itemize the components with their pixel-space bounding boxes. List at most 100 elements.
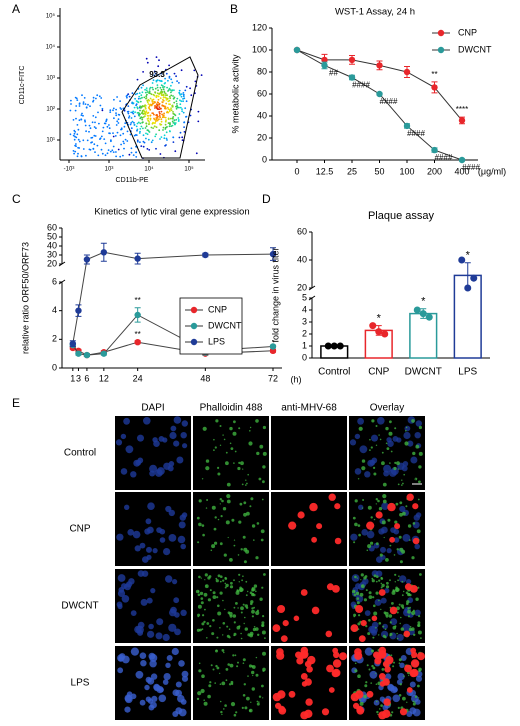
event-dot xyxy=(190,94,193,97)
event-dot xyxy=(108,127,111,130)
green-signal xyxy=(396,632,398,635)
green-signal xyxy=(240,637,243,640)
data-point xyxy=(321,56,328,64)
event-dot xyxy=(178,113,181,115)
green-signal xyxy=(245,580,248,583)
green-signal xyxy=(251,524,256,528)
green-signal xyxy=(383,536,385,539)
green-signal xyxy=(256,700,259,703)
green-signal xyxy=(411,610,416,616)
green-signal xyxy=(412,522,416,525)
green-signal xyxy=(363,576,367,580)
green-signal xyxy=(251,615,254,618)
event-dot xyxy=(85,154,87,157)
green-signal xyxy=(221,713,223,716)
blue-signal xyxy=(170,425,177,432)
data-point xyxy=(75,307,82,314)
green-signal xyxy=(216,596,219,599)
green-signal xyxy=(412,700,415,703)
green-signal xyxy=(228,611,233,616)
event-dot xyxy=(178,89,181,92)
blue-signal xyxy=(172,711,179,717)
red-signal xyxy=(321,708,330,716)
event-dot xyxy=(164,120,167,123)
event-dot xyxy=(86,139,89,142)
green-signal xyxy=(213,449,215,451)
event-dot xyxy=(92,96,95,99)
green-signal xyxy=(233,606,236,609)
event-dot xyxy=(182,92,185,94)
event-dot xyxy=(160,118,163,121)
blue-signal xyxy=(151,695,158,703)
green-signal xyxy=(386,447,390,450)
green-signal xyxy=(363,694,367,699)
green-signal xyxy=(243,547,248,552)
blue-signal xyxy=(409,681,416,688)
green-signal xyxy=(251,665,256,669)
event-dot xyxy=(74,109,77,112)
green-signal xyxy=(243,622,245,625)
green-signal xyxy=(262,615,265,618)
green-signal xyxy=(358,614,361,617)
event-dot xyxy=(155,103,158,106)
event-dot xyxy=(153,101,156,103)
event-dot xyxy=(168,75,171,78)
green-signal xyxy=(200,577,202,579)
blue-signal xyxy=(402,534,411,542)
event-dot xyxy=(123,142,125,145)
green-signal xyxy=(385,442,388,445)
green-signal xyxy=(405,591,409,595)
micrograph-bg xyxy=(271,416,347,490)
blue-signal xyxy=(371,629,378,636)
legend-marker xyxy=(190,338,198,346)
green-signal xyxy=(262,697,264,699)
green-signal xyxy=(351,589,356,594)
event-dot xyxy=(141,96,143,99)
green-signal xyxy=(394,625,397,628)
event-dot xyxy=(145,137,147,140)
green-signal xyxy=(240,606,244,611)
event-dot xyxy=(167,100,170,103)
blue-signal xyxy=(135,670,144,679)
event-dot xyxy=(197,120,200,123)
event-dot xyxy=(140,94,143,97)
blue-signal xyxy=(155,632,163,640)
significance: * xyxy=(421,296,426,308)
red-signal xyxy=(333,651,340,659)
green-signal xyxy=(230,581,233,585)
green-signal xyxy=(397,483,400,486)
green-signal xyxy=(251,607,254,610)
green-signal xyxy=(370,446,373,449)
green-signal xyxy=(212,619,215,622)
blue-signal xyxy=(371,434,378,442)
red-signal xyxy=(377,650,387,659)
data-point xyxy=(464,284,472,292)
event-dot xyxy=(149,86,152,89)
event-dot xyxy=(164,123,167,126)
green-signal xyxy=(409,593,412,597)
event-dot xyxy=(185,100,188,103)
red-signal xyxy=(375,511,383,519)
red-signal xyxy=(300,673,308,680)
event-dot xyxy=(136,107,139,110)
green-signal xyxy=(200,688,205,694)
panel-label: C xyxy=(12,192,21,206)
x-tick-label: 100 xyxy=(399,166,414,176)
micrograph xyxy=(115,646,191,720)
green-signal xyxy=(353,593,357,597)
event-dot xyxy=(157,95,160,98)
event-dot xyxy=(152,112,155,115)
green-signal xyxy=(258,477,262,481)
event-dot xyxy=(81,112,83,115)
green-signal xyxy=(357,524,361,527)
green-signal xyxy=(393,661,395,664)
event-dot xyxy=(130,151,133,154)
event-dot xyxy=(175,118,178,121)
event-dot xyxy=(158,102,161,105)
blue-signal xyxy=(140,598,148,606)
green-signal xyxy=(417,684,420,688)
green-signal xyxy=(375,683,378,685)
x-tick-label: 10⁵ xyxy=(184,166,194,173)
event-dot xyxy=(149,92,151,95)
red-signal xyxy=(299,650,309,659)
